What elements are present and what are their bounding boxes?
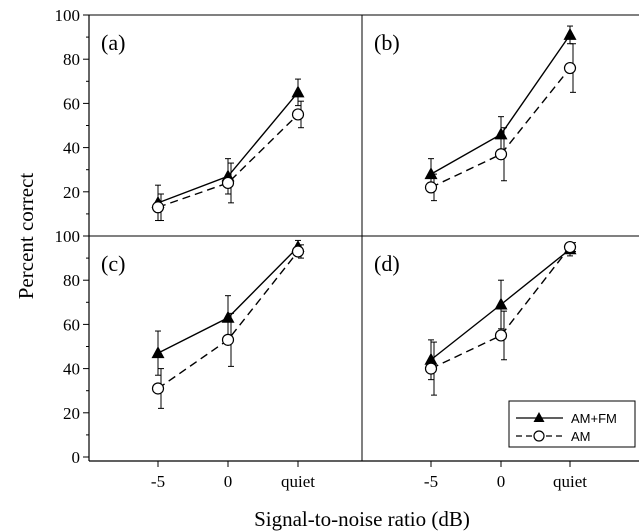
panels: (a) (b) (c) (d) bbox=[101, 25, 577, 409]
data-point-am-fm bbox=[424, 167, 438, 180]
panel-label: (a) bbox=[101, 30, 125, 55]
panel-b: (b) bbox=[374, 25, 577, 202]
data-point-am-fm bbox=[291, 85, 305, 98]
panel-c: (c) bbox=[101, 239, 305, 409]
x-tick-label: -5 bbox=[424, 472, 438, 491]
y-tick-label: 40 bbox=[63, 360, 80, 379]
legend-marker-am-fm bbox=[533, 412, 545, 422]
legend-entry-label: AM+FM bbox=[571, 411, 617, 426]
y-tick-label: 60 bbox=[63, 315, 80, 334]
x-tick-label: 0 bbox=[497, 472, 506, 491]
x-tick-label: -5 bbox=[151, 472, 165, 491]
y-tick-label: 60 bbox=[63, 94, 80, 113]
data-point-am bbox=[221, 333, 235, 346]
y-tick-label: 80 bbox=[63, 271, 80, 290]
data-point-am bbox=[151, 201, 165, 214]
panel-label: (d) bbox=[374, 251, 400, 276]
data-point-am bbox=[291, 245, 305, 258]
legend-box bbox=[508, 400, 636, 448]
data-point-am bbox=[563, 240, 577, 254]
y-tick-label: 100 bbox=[55, 227, 81, 246]
x-axis-label: Signal-to-noise ratio (dB) bbox=[254, 507, 470, 531]
y-tick-label: 40 bbox=[63, 139, 80, 158]
legend: AM+FM AM bbox=[508, 400, 636, 448]
legend-marker-am bbox=[533, 430, 545, 442]
data-point-am-fm bbox=[424, 352, 438, 365]
panel-label: (c) bbox=[101, 251, 125, 276]
data-point-am bbox=[424, 362, 438, 375]
data-point-am-fm bbox=[221, 310, 235, 323]
data-point-am bbox=[221, 176, 235, 190]
y-tick-label: 80 bbox=[63, 50, 80, 69]
data-point-am-fm bbox=[563, 27, 577, 40]
y-tick-label: 20 bbox=[63, 183, 80, 202]
x-tick-label: quiet bbox=[281, 472, 315, 491]
y-axis-label: Percent correct bbox=[14, 173, 38, 300]
data-point-am bbox=[494, 329, 508, 342]
x-tick-label: quiet bbox=[553, 472, 587, 491]
data-point-am-fm bbox=[151, 346, 165, 359]
data-point-am-fm bbox=[494, 297, 508, 310]
axes: 20 40 60 80 100 0 20 40 60 80 100 -5 0 quiet -5 0 quiet bbox=[55, 6, 588, 491]
data-point-am bbox=[151, 382, 165, 395]
y-tick-label: 0 bbox=[72, 448, 81, 467]
data-point-am bbox=[424, 181, 438, 194]
data-point-am bbox=[291, 108, 305, 121]
data-point-am bbox=[563, 61, 577, 75]
legend-entry-label: AM bbox=[571, 429, 591, 444]
data-point-am-fm bbox=[494, 127, 508, 140]
data-point-am bbox=[494, 148, 508, 161]
panel-a: (a) bbox=[101, 30, 305, 222]
y-tick-label: 100 bbox=[55, 6, 81, 25]
panel-d: (d) bbox=[374, 240, 577, 396]
plot-frame bbox=[88, 14, 639, 462]
y-tick-label: 20 bbox=[63, 404, 80, 423]
panel-label: (b) bbox=[374, 30, 400, 55]
x-tick-label: 0 bbox=[224, 472, 233, 491]
